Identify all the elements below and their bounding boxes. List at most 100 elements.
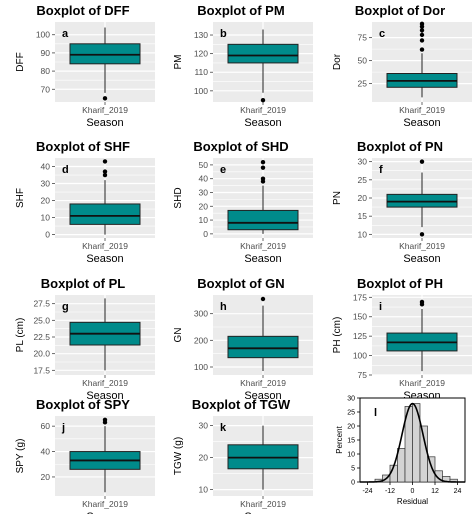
y-tick-label: 120: [194, 49, 208, 59]
panel-title: Boxplot of PM: [197, 3, 284, 18]
y-tick-label: 20: [199, 201, 209, 211]
y-tick-label: 0: [351, 480, 355, 487]
outlier-point: [102, 96, 108, 101]
y-axis-title: SHD: [173, 187, 184, 208]
y-tick-label: 20.0: [33, 349, 50, 359]
y-tick-label: 25.0: [33, 315, 50, 325]
y-tick-label: 40: [41, 162, 51, 172]
panel-title: Boxplot of SPY: [36, 397, 130, 412]
panel-letter: j: [61, 422, 65, 434]
y-tick-label: 15: [358, 211, 368, 221]
x-tick-label: Kharif_2019: [240, 241, 286, 251]
outlier-point: [260, 97, 266, 103]
y-axis-title: PH (cm): [332, 317, 343, 354]
y-tick-label: 40: [199, 174, 209, 184]
x-axis-title: Season: [244, 390, 281, 402]
outlier-point: [260, 165, 266, 170]
iqr-box: [69, 43, 141, 65]
outlier-point: [102, 169, 108, 174]
y-tick-label: 50: [199, 160, 209, 170]
y-tick-label: 10: [41, 213, 51, 223]
histogram-bar: [427, 456, 436, 483]
y-tick-label: 20: [347, 424, 355, 431]
panel-letter: k: [220, 422, 227, 434]
outlier-point: [102, 172, 108, 178]
y-tick-label: 100: [353, 351, 367, 361]
panel-letter: b: [220, 28, 227, 40]
panel-title: Boxplot of TGW: [192, 397, 291, 412]
outlier-point: [102, 159, 108, 164]
y-tick-label: 22.5: [33, 332, 50, 342]
boxplot-panel-spy: Boxplot of SPY 20 40 60 j Kharif_2019 Season SP…: [15, 397, 155, 514]
x-tick-label: 12: [431, 488, 439, 495]
panel-title: Boxplot of GN: [197, 276, 284, 291]
y-tick-label: 0: [45, 230, 50, 240]
y-axis-title: PL (cm): [15, 318, 26, 353]
y-tick-label: 25: [358, 79, 368, 89]
y-tick-label: 40: [41, 447, 51, 457]
x-tick-label: 24: [454, 488, 462, 495]
y-tick-label: 20: [41, 196, 51, 206]
boxplot-panel-pm: Boxplot of PM 100 110 120 130 b Kharif_2019 Sea…: [173, 3, 313, 129]
outlier-point: [419, 21, 425, 27]
x-tick-label: 0: [411, 488, 415, 495]
x-axis-title: Season: [86, 511, 123, 514]
panel-title: Boxplot of PH: [357, 276, 443, 291]
y-tick-label: 100: [194, 86, 208, 96]
iqr-box: [69, 203, 141, 225]
y-tick-label: 125: [353, 331, 367, 341]
y-tick-label: 30: [41, 179, 51, 189]
x-tick-label: Kharif_2019: [240, 378, 286, 388]
y-axis-title: PM: [173, 55, 184, 70]
outlier-point: [419, 28, 425, 33]
panel-letter: i: [379, 301, 382, 313]
y-tick-label: 60: [41, 421, 51, 431]
y-tick-label: 300: [194, 309, 208, 319]
y-tick-label: 80: [41, 66, 51, 76]
boxplot-panel-shf: Boxplot of SHF 0 10 20 30 40 d Kharif_2019 Seaso…: [15, 139, 155, 265]
y-tick-label: 90: [41, 48, 51, 58]
y-tick-label: 30: [199, 421, 209, 431]
y-tick-label: 175: [353, 292, 367, 302]
y-tick-label: 70: [41, 84, 51, 94]
panel-letter: d: [62, 164, 69, 176]
y-tick-label: 10: [199, 485, 209, 495]
histogram-panel-residual: 0 5 10 15 20 25 30 -24 -12 0 12 24 l Residual Percent: [335, 396, 466, 506]
y-tick-label: 17.5: [33, 365, 50, 375]
outlier-point: [419, 47, 425, 52]
y-axis-title: DFF: [15, 52, 26, 71]
iqr-box: [227, 335, 299, 359]
iqr-box: [227, 209, 299, 231]
y-tick-label: 20: [41, 472, 51, 482]
x-axis-title: Season: [86, 117, 123, 129]
panel-letter: f: [379, 164, 383, 176]
boxplot-panel-gn: Boxplot of GN 100 200 300 h Kharif_2019 Season…: [173, 276, 313, 402]
x-tick-label: Kharif_2019: [82, 378, 128, 388]
y-tick-label: 25: [347, 410, 355, 417]
boxplot-panel-ph: Boxplot of PH75100125150175iKharif_2019S…: [332, 276, 472, 402]
outlier-point: [260, 296, 266, 302]
panel-letter: h: [220, 301, 227, 313]
y-axis-title: PN: [332, 191, 343, 205]
y-tick-label: 10: [358, 229, 368, 239]
y-tick-label: 10: [347, 452, 355, 459]
panel-title: Boxplot of PN: [357, 139, 443, 154]
iqr-box: [227, 43, 299, 64]
y-tick-label: 75: [358, 370, 368, 380]
outlier-point: [419, 232, 425, 237]
x-tick-label: -24: [362, 488, 372, 495]
x-tick-label: Kharif_2019: [82, 241, 128, 251]
y-tick-label: 10: [199, 215, 209, 225]
boxplot-panel-shd: Boxplot of SHD 0 10 20 30 40 50 e Kharif_2019 Sea…: [173, 139, 313, 265]
y-tick-label: 130: [194, 30, 208, 40]
x-tick-label: Kharif_2019: [82, 105, 128, 115]
outlier-point: [102, 417, 108, 423]
x-tick-label: Kharif_2019: [399, 241, 445, 251]
panel-letter: c: [379, 28, 385, 40]
y-tick-label: 200: [194, 335, 208, 345]
y-tick-label: 100: [36, 30, 50, 40]
y-tick-label: 50: [358, 56, 368, 66]
panel-title: Boxplot of SHF: [36, 139, 130, 154]
y-tick-label: 150: [353, 312, 367, 322]
y-tick-label: 110: [194, 67, 208, 77]
